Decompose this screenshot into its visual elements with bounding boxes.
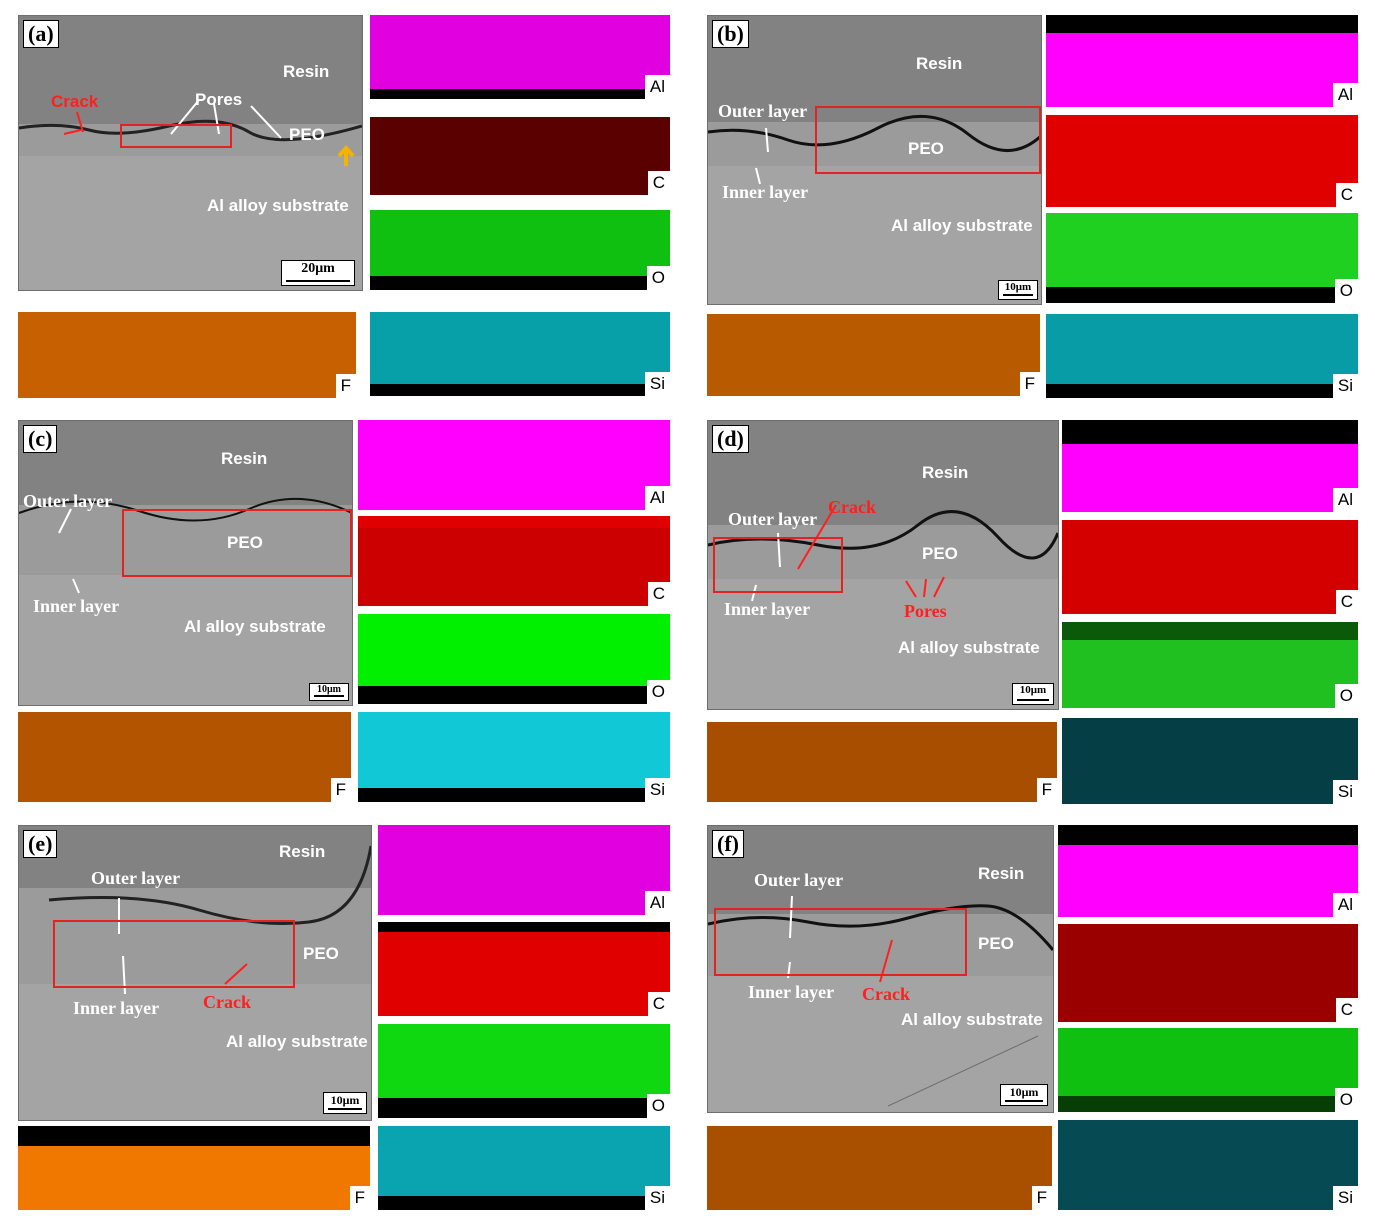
sem-image-a: (a) Resin Crack Pores PEO Al alloy subst…	[18, 15, 363, 291]
label-outer-c: Outer layer	[23, 491, 113, 511]
label-peo-b: PEO	[908, 139, 944, 158]
roi-box-c	[122, 509, 352, 577]
map-f-d: F	[707, 722, 1057, 802]
label-crack-d: Crack	[828, 497, 876, 517]
map-si-f: Si	[1058, 1120, 1358, 1210]
label-inner-d: Inner layer	[724, 599, 811, 619]
map-o-f: O	[1058, 1028, 1358, 1112]
panel-letter-c: (c)	[23, 425, 58, 453]
map-o-a: O	[370, 210, 670, 290]
panel-letter-d: (d)	[712, 425, 749, 453]
label-peo-a: PEO	[289, 125, 325, 144]
map-al-a: Al	[370, 15, 670, 99]
label-resin-f: Resin	[978, 864, 1025, 883]
map-c-a: C	[370, 117, 670, 195]
sem-image-c: (c) Resin Outer layer Inner layer PEO Al…	[18, 420, 353, 706]
label-substrate-a: Al alloy substrate	[207, 196, 349, 215]
map-si-d: Si	[1062, 718, 1358, 804]
label-substrate-b: Al alloy substrate	[891, 216, 1033, 235]
panel-letter-e: (e)	[23, 830, 58, 858]
scale-bar-f: 10μm	[1000, 1084, 1048, 1106]
map-c-b: C	[1046, 115, 1358, 207]
label-outer-e: Outer layer	[91, 868, 181, 888]
map-si-e: Si	[378, 1126, 670, 1210]
roi-box-a	[120, 124, 232, 148]
map-al-f: Al	[1058, 825, 1358, 917]
map-si-b: Si	[1046, 314, 1358, 398]
sem-image-e: (e) Resin Outer layer Inner layer Crack …	[18, 825, 372, 1121]
map-o-e: O	[378, 1024, 670, 1118]
scale-bar-e: 10μm	[323, 1092, 367, 1114]
map-f-a: F	[18, 312, 356, 398]
label-crack-e: Crack	[203, 992, 251, 1012]
map-o-d: O	[1062, 622, 1358, 708]
label-peo-d: PEO	[922, 544, 958, 563]
label-resin-e: Resin	[279, 842, 326, 861]
label-substrate-e: Al alloy substrate	[226, 1032, 368, 1051]
label-peo-c: PEO	[227, 533, 263, 552]
map-c-e: C	[378, 922, 670, 1016]
roi-box-d	[713, 537, 843, 593]
label-inner-b: Inner layer	[722, 182, 809, 202]
label-resin-a: Resin	[283, 62, 330, 81]
label-resin-d: Resin	[922, 463, 969, 482]
roi-box-e	[53, 920, 295, 988]
map-c-d: C	[1062, 520, 1358, 614]
map-si-c: Si	[358, 712, 670, 802]
map-f-c: F	[18, 712, 351, 802]
map-al-d: Al	[1062, 420, 1358, 512]
map-al-c: Al	[358, 420, 670, 510]
map-al-b: Al	[1046, 15, 1358, 107]
label-substrate-d: Al alloy substrate	[898, 638, 1040, 657]
scale-bar-c: 10μm	[309, 683, 349, 701]
label-peo-f: PEO	[978, 934, 1014, 953]
label-outer-d: Outer layer	[728, 509, 818, 529]
map-al-e: Al	[378, 825, 670, 915]
map-si-a: Si	[370, 312, 670, 396]
sem-image-f: (f) Resin Outer layer Inner layer Crack …	[707, 825, 1054, 1113]
scale-bar-a: 20μm	[281, 260, 355, 286]
roi-box-f	[714, 908, 967, 976]
label-substrate-f: Al alloy substrate	[901, 1010, 1043, 1029]
label-resin-c: Resin	[221, 449, 268, 468]
label-substrate-c: Al alloy substrate	[184, 617, 326, 636]
roi-box-b	[815, 106, 1041, 174]
map-f-f: F	[707, 1126, 1052, 1210]
label-outer-f: Outer layer	[754, 870, 844, 890]
map-f-e: F	[18, 1126, 370, 1210]
map-o-b: O	[1046, 213, 1358, 303]
panel-letter-a: (a)	[23, 20, 59, 48]
scale-bar-b: 10μm	[998, 280, 1038, 300]
panel-letter-f: (f)	[712, 830, 744, 858]
label-pores-d: Pores	[904, 601, 947, 621]
map-o-c: O	[358, 614, 670, 704]
sem-image-d: (d) Resin Outer layer Crack Inner layer …	[707, 420, 1059, 710]
label-peo-e: PEO	[303, 944, 339, 963]
sem-image-b: (b) Resin Outer layer Inner layer PEO Al…	[707, 15, 1042, 305]
label-pores-a: Pores	[195, 90, 243, 109]
panel-letter-b: (b)	[712, 20, 749, 48]
map-f-b: F	[707, 314, 1040, 396]
label-inner-c: Inner layer	[33, 596, 120, 616]
map-c-f: C	[1058, 924, 1358, 1022]
label-inner-e: Inner layer	[73, 998, 160, 1018]
label-crack-a: Crack	[51, 92, 99, 111]
label-resin-b: Resin	[916, 54, 963, 73]
scale-bar-d: 10μm	[1012, 683, 1054, 705]
map-c-c: C	[358, 516, 670, 606]
label-outer-b: Outer layer	[718, 101, 808, 121]
label-inner-f: Inner layer	[748, 982, 835, 1002]
label-crack-f: Crack	[862, 984, 910, 1004]
